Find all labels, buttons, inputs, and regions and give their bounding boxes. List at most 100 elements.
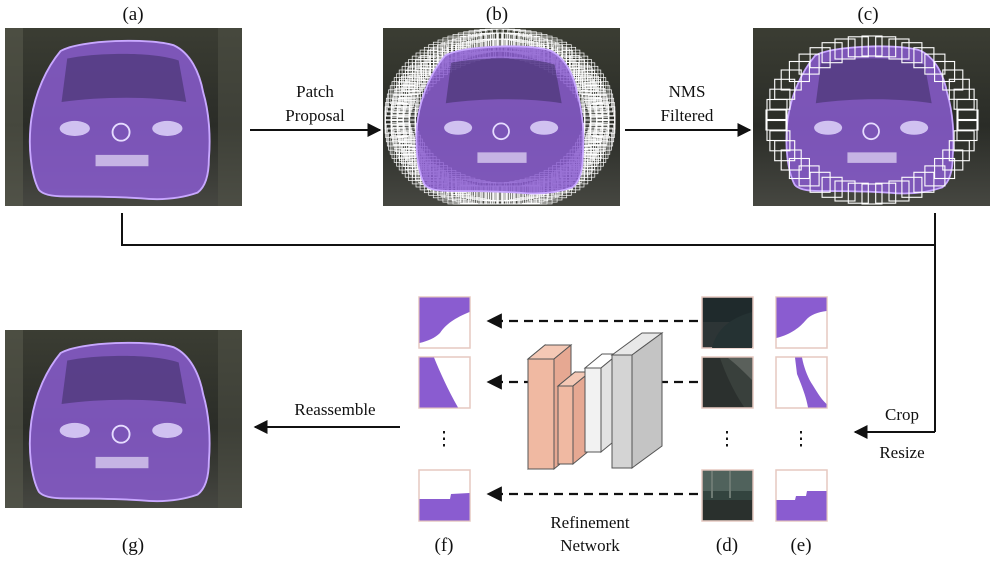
patch-proposal-box bbox=[388, 131, 407, 151]
patch-proposal-box bbox=[396, 147, 415, 167]
patch-proposal-box bbox=[404, 62, 424, 82]
image-patch-3 bbox=[701, 469, 754, 522]
refined-mask-1 bbox=[418, 296, 471, 349]
patch-proposal-box bbox=[393, 77, 413, 96]
nms-patch-box bbox=[913, 47, 935, 69]
nms-patch-box bbox=[774, 78, 796, 100]
patch-proposal-box bbox=[593, 131, 612, 151]
nms-patch-box bbox=[834, 38, 856, 60]
patch-proposal-box bbox=[385, 123, 405, 143]
patch-proposal-box bbox=[389, 135, 409, 155]
coarse-mask-2 bbox=[775, 356, 828, 409]
patch-proposal-box bbox=[386, 93, 406, 113]
patch-proposal-box bbox=[596, 119, 615, 138]
nms-patch-box bbox=[780, 69, 802, 91]
patch-proposal-box bbox=[385, 97, 405, 117]
nms-patch-box bbox=[942, 69, 964, 91]
refined-mask-2 bbox=[418, 356, 471, 409]
patch-proposal-box bbox=[590, 117, 609, 136]
patch-proposal-box bbox=[385, 119, 404, 138]
panel-a-image bbox=[5, 28, 242, 206]
nms-patch-box bbox=[847, 36, 869, 58]
panel-a-label: (a) bbox=[122, 4, 143, 25]
panel-d-label: (d) bbox=[716, 535, 738, 556]
panel-g-image bbox=[5, 330, 242, 508]
panel-e-label: (e) bbox=[790, 535, 811, 556]
patch-proposal-box bbox=[384, 106, 404, 126]
nms-patch-box bbox=[821, 176, 843, 198]
nms-patch-box bbox=[888, 180, 910, 202]
patch-proposal-box bbox=[398, 69, 418, 89]
nms-patch-box bbox=[875, 182, 897, 204]
patch-proposal-box bbox=[589, 100, 609, 120]
patch-proposal-box bbox=[589, 81, 609, 100]
refined-mask-3 bbox=[418, 469, 471, 522]
nms-patch-box bbox=[942, 149, 964, 171]
nms-patch-box bbox=[875, 36, 897, 58]
panel-b-label: (b) bbox=[486, 4, 508, 25]
patch-proposal-box bbox=[594, 127, 614, 147]
nms-filtered-label-1: NMS bbox=[669, 82, 706, 101]
reassemble-label: Reassemble bbox=[294, 400, 375, 419]
panel-c-image bbox=[753, 28, 990, 206]
patch-proposal-label-1: Patch bbox=[296, 82, 334, 101]
panel-g-label: (g) bbox=[122, 535, 144, 556]
patch-proposal-box bbox=[596, 106, 616, 126]
patch-proposal-box bbox=[419, 49, 439, 69]
patch-proposal-box bbox=[576, 62, 596, 82]
patch-proposal-box bbox=[393, 144, 413, 163]
patch-proposal-box bbox=[407, 67, 427, 87]
patch-proposal-box bbox=[573, 67, 593, 87]
refined-masks-ellipsis: ⋮ bbox=[435, 429, 454, 450]
patch-proposal-box bbox=[391, 81, 411, 100]
nms-patch-box bbox=[834, 180, 856, 202]
refinement-network-label-2: Network bbox=[560, 536, 620, 555]
image-patch-2 bbox=[701, 356, 754, 409]
nms-filtered-label-2: Filtered bbox=[661, 106, 714, 125]
patch-proposal-box bbox=[579, 65, 599, 85]
nms-patch-box bbox=[956, 98, 978, 121]
patch-proposal-box bbox=[391, 140, 411, 159]
patch-proposal-box bbox=[589, 120, 609, 140]
nms-patch-box bbox=[948, 140, 970, 162]
image-patch-1 bbox=[701, 296, 754, 349]
nms-patch-box bbox=[798, 53, 820, 75]
nms-patch-box bbox=[847, 182, 869, 204]
image-connector-line bbox=[121, 213, 935, 246]
patch-proposal-box bbox=[573, 59, 592, 78]
nms-patch-box bbox=[809, 171, 831, 193]
panel-b-image bbox=[383, 28, 620, 206]
nms-patch-box bbox=[861, 35, 883, 57]
resize-label: Resize bbox=[879, 443, 924, 462]
image-patches-ellipsis: ⋮ bbox=[718, 429, 737, 450]
nms-patch-box bbox=[913, 171, 935, 193]
patch-proposal-box bbox=[596, 102, 615, 121]
patch-proposal-box bbox=[593, 89, 612, 109]
patch-proposal-box bbox=[587, 144, 607, 163]
crop-label: Crop bbox=[885, 405, 919, 424]
patch-proposal-box bbox=[589, 140, 609, 159]
nms-patch-box bbox=[809, 47, 831, 69]
patch-proposal-box bbox=[391, 100, 411, 120]
coarse-mask-3 bbox=[775, 469, 828, 522]
patch-proposal-box bbox=[391, 120, 411, 140]
panel-f-label: (f) bbox=[435, 535, 454, 556]
nms-filtered-patches bbox=[765, 35, 979, 205]
nms-patch-box bbox=[861, 183, 883, 205]
patch-proposal-box bbox=[585, 73, 604, 93]
patch-proposal-box bbox=[585, 147, 604, 167]
patch-proposal-box bbox=[388, 89, 407, 109]
refinement-network bbox=[526, 332, 664, 471]
panel-c-label: (c) bbox=[857, 4, 878, 25]
nms-patch-box bbox=[924, 165, 946, 187]
patch-proposal-box bbox=[396, 73, 415, 93]
patch-proposal-box bbox=[391, 104, 410, 123]
refinement-network-label-1: Refinement bbox=[550, 513, 630, 532]
patch-proposal-box bbox=[385, 102, 404, 121]
patch-proposal-box bbox=[587, 77, 607, 96]
nms-patch-box bbox=[934, 60, 956, 83]
patch-proposal-box bbox=[595, 97, 615, 117]
patch-proposal-box bbox=[565, 52, 585, 72]
